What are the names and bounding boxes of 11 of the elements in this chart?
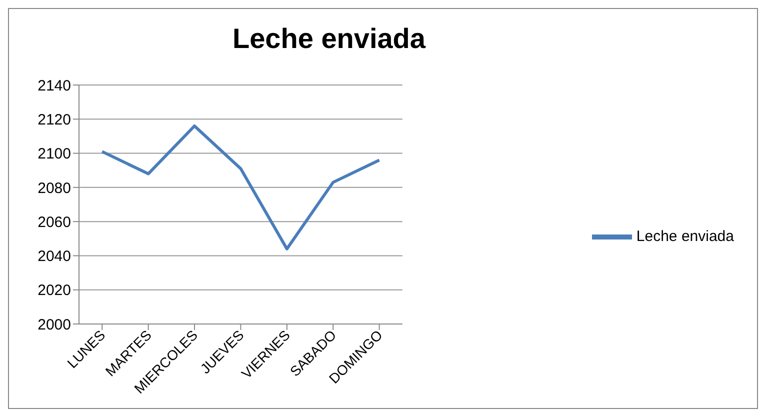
line-series bbox=[100, 124, 381, 250]
chart-title: Leche enviada bbox=[232, 23, 427, 55]
y-tick-label: 2080 bbox=[38, 180, 71, 197]
y-tick-label: 2140 bbox=[38, 77, 71, 94]
y-tick-label: 2000 bbox=[38, 316, 71, 334]
y-tick-label: 2120 bbox=[38, 111, 71, 128]
y-tick-label: 2100 bbox=[38, 146, 71, 163]
y-tick-label: 2040 bbox=[38, 248, 71, 266]
legend-label: Leche enviada bbox=[636, 227, 734, 244]
y-tick-label: 2060 bbox=[38, 214, 71, 231]
y-tick-label: 2020 bbox=[38, 282, 71, 300]
